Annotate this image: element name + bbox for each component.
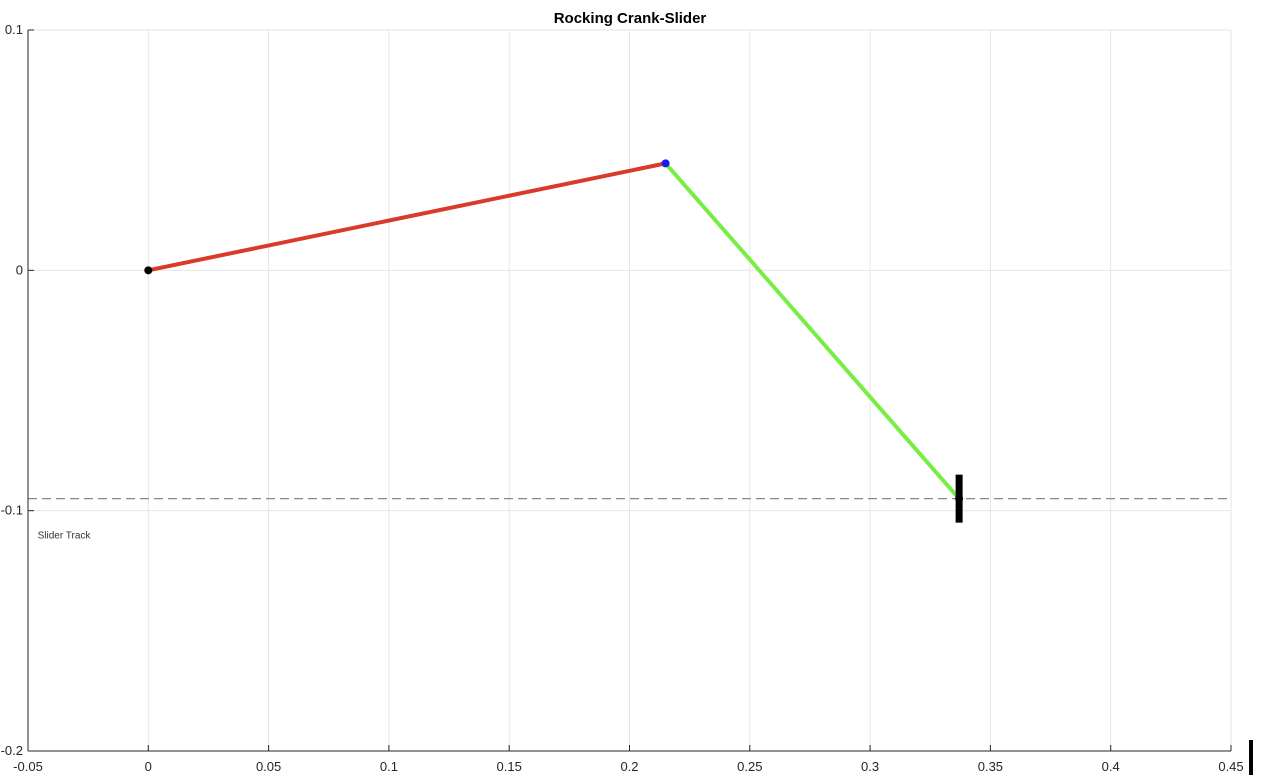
x-tick-label-0: -0.05 [13, 759, 43, 774]
x-tick-label-7: 0.3 [861, 759, 879, 774]
x-tick-label-10: 0.45 [1218, 759, 1243, 774]
x-tick-label-9: 0.4 [1102, 759, 1120, 774]
joints-group [144, 159, 964, 503]
y-tick-labels: -0.2 -0.1 0 0.1 [1, 22, 23, 758]
x-tick-label-1: 0 [145, 759, 152, 774]
x-tick-label-8: 0.35 [978, 759, 1003, 774]
link-1 [663, 161, 962, 501]
x-tick-label-3: 0.1 [380, 759, 398, 774]
y-tick-label-0: -0.2 [1, 743, 23, 758]
chart-title: Rocking Crank-Slider [554, 10, 707, 27]
joint-0 [144, 266, 153, 275]
y-tick-label-3: 0.1 [5, 22, 23, 37]
x-tick-label-4: 0.15 [497, 759, 522, 774]
x-tick-label-6: 0.25 [737, 759, 762, 774]
link-0 [146, 161, 668, 273]
grid-lines [27, 29, 1232, 752]
x-tick-labels: -0.05 0 0.05 0.1 0.15 0.2 0.25 0.3 0.35 0.4 0.45 [13, 759, 1243, 774]
joint-2 [955, 494, 964, 503]
annotation-0: Slider Track [38, 530, 92, 541]
x-tick-label-2: 0.05 [256, 759, 281, 774]
x-tick-label-5: 0.2 [620, 759, 638, 774]
joint-1 [661, 159, 670, 168]
annotations: Slider Track [38, 530, 92, 541]
y-tick-label-2: 0 [16, 262, 23, 277]
cursor-bar [1249, 740, 1253, 775]
links-group [146, 161, 962, 501]
y-tick-label-1: -0.1 [1, 503, 23, 518]
axes-lines [27, 29, 1232, 752]
